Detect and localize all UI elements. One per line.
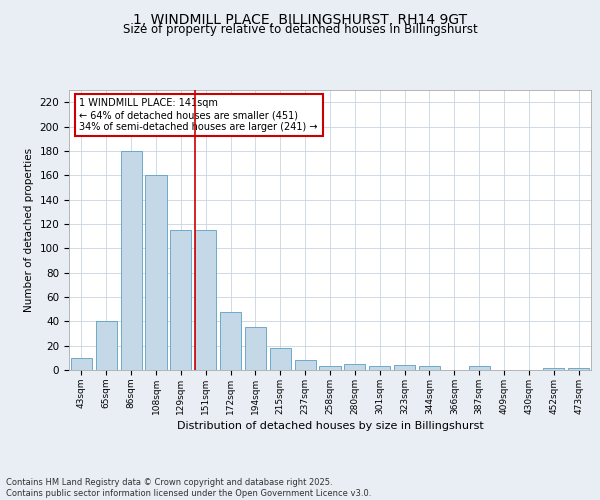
Bar: [469, 366, 490, 370]
Bar: [295, 360, 316, 370]
Bar: [319, 366, 341, 370]
Bar: [394, 365, 415, 370]
Bar: [543, 368, 564, 370]
Bar: [96, 322, 117, 370]
Text: Size of property relative to detached houses in Billingshurst: Size of property relative to detached ho…: [122, 22, 478, 36]
Bar: [121, 151, 142, 370]
Bar: [145, 175, 167, 370]
Bar: [344, 364, 365, 370]
Bar: [419, 366, 440, 370]
Bar: [220, 312, 241, 370]
Bar: [71, 358, 92, 370]
Bar: [369, 366, 390, 370]
Y-axis label: Number of detached properties: Number of detached properties: [24, 148, 34, 312]
Bar: [170, 230, 191, 370]
Bar: [195, 230, 216, 370]
Text: 1, WINDMILL PLACE, BILLINGSHURST, RH14 9GT: 1, WINDMILL PLACE, BILLINGSHURST, RH14 9…: [133, 12, 467, 26]
Bar: [568, 368, 589, 370]
Bar: [245, 328, 266, 370]
Text: 1 WINDMILL PLACE: 141sqm
← 64% of detached houses are smaller (451)
34% of semi-: 1 WINDMILL PLACE: 141sqm ← 64% of detach…: [79, 98, 318, 132]
Text: Contains HM Land Registry data © Crown copyright and database right 2025.
Contai: Contains HM Land Registry data © Crown c…: [6, 478, 371, 498]
X-axis label: Distribution of detached houses by size in Billingshurst: Distribution of detached houses by size …: [176, 421, 484, 431]
Bar: [270, 348, 291, 370]
